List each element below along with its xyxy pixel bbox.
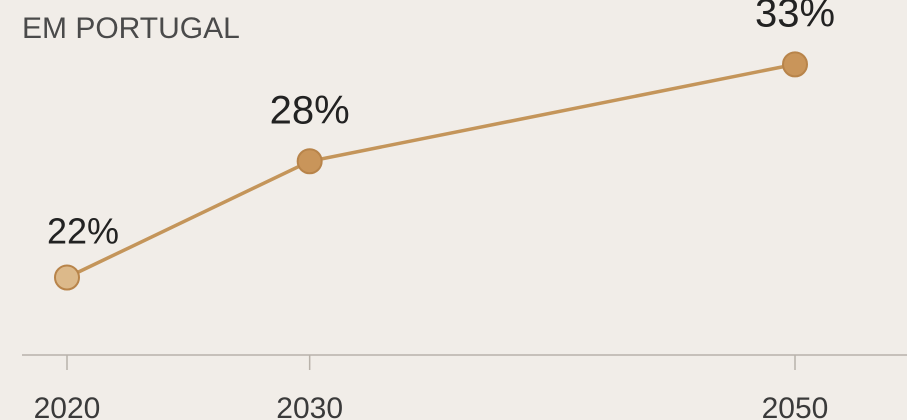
x-axis-ticks: 2020 2030 2050 xyxy=(34,355,829,420)
data-point-2030 xyxy=(296,148,323,175)
data-label-2020: 22% xyxy=(47,211,119,252)
data-labels: 22% 28% 33% xyxy=(47,0,835,252)
series-line xyxy=(66,62,796,280)
x-tick-label-2020: 2020 xyxy=(34,392,101,420)
data-points xyxy=(54,51,808,291)
data-point-2020 xyxy=(54,264,80,291)
chart-title: EM PORTUGAL xyxy=(22,12,240,45)
data-point-2050 xyxy=(782,51,808,78)
x-tick-label-2030: 2030 xyxy=(276,392,343,420)
data-label-2030: 28% xyxy=(270,88,350,132)
data-label-2050: 33% xyxy=(755,0,835,35)
x-tick-label-2050: 2050 xyxy=(762,392,829,420)
